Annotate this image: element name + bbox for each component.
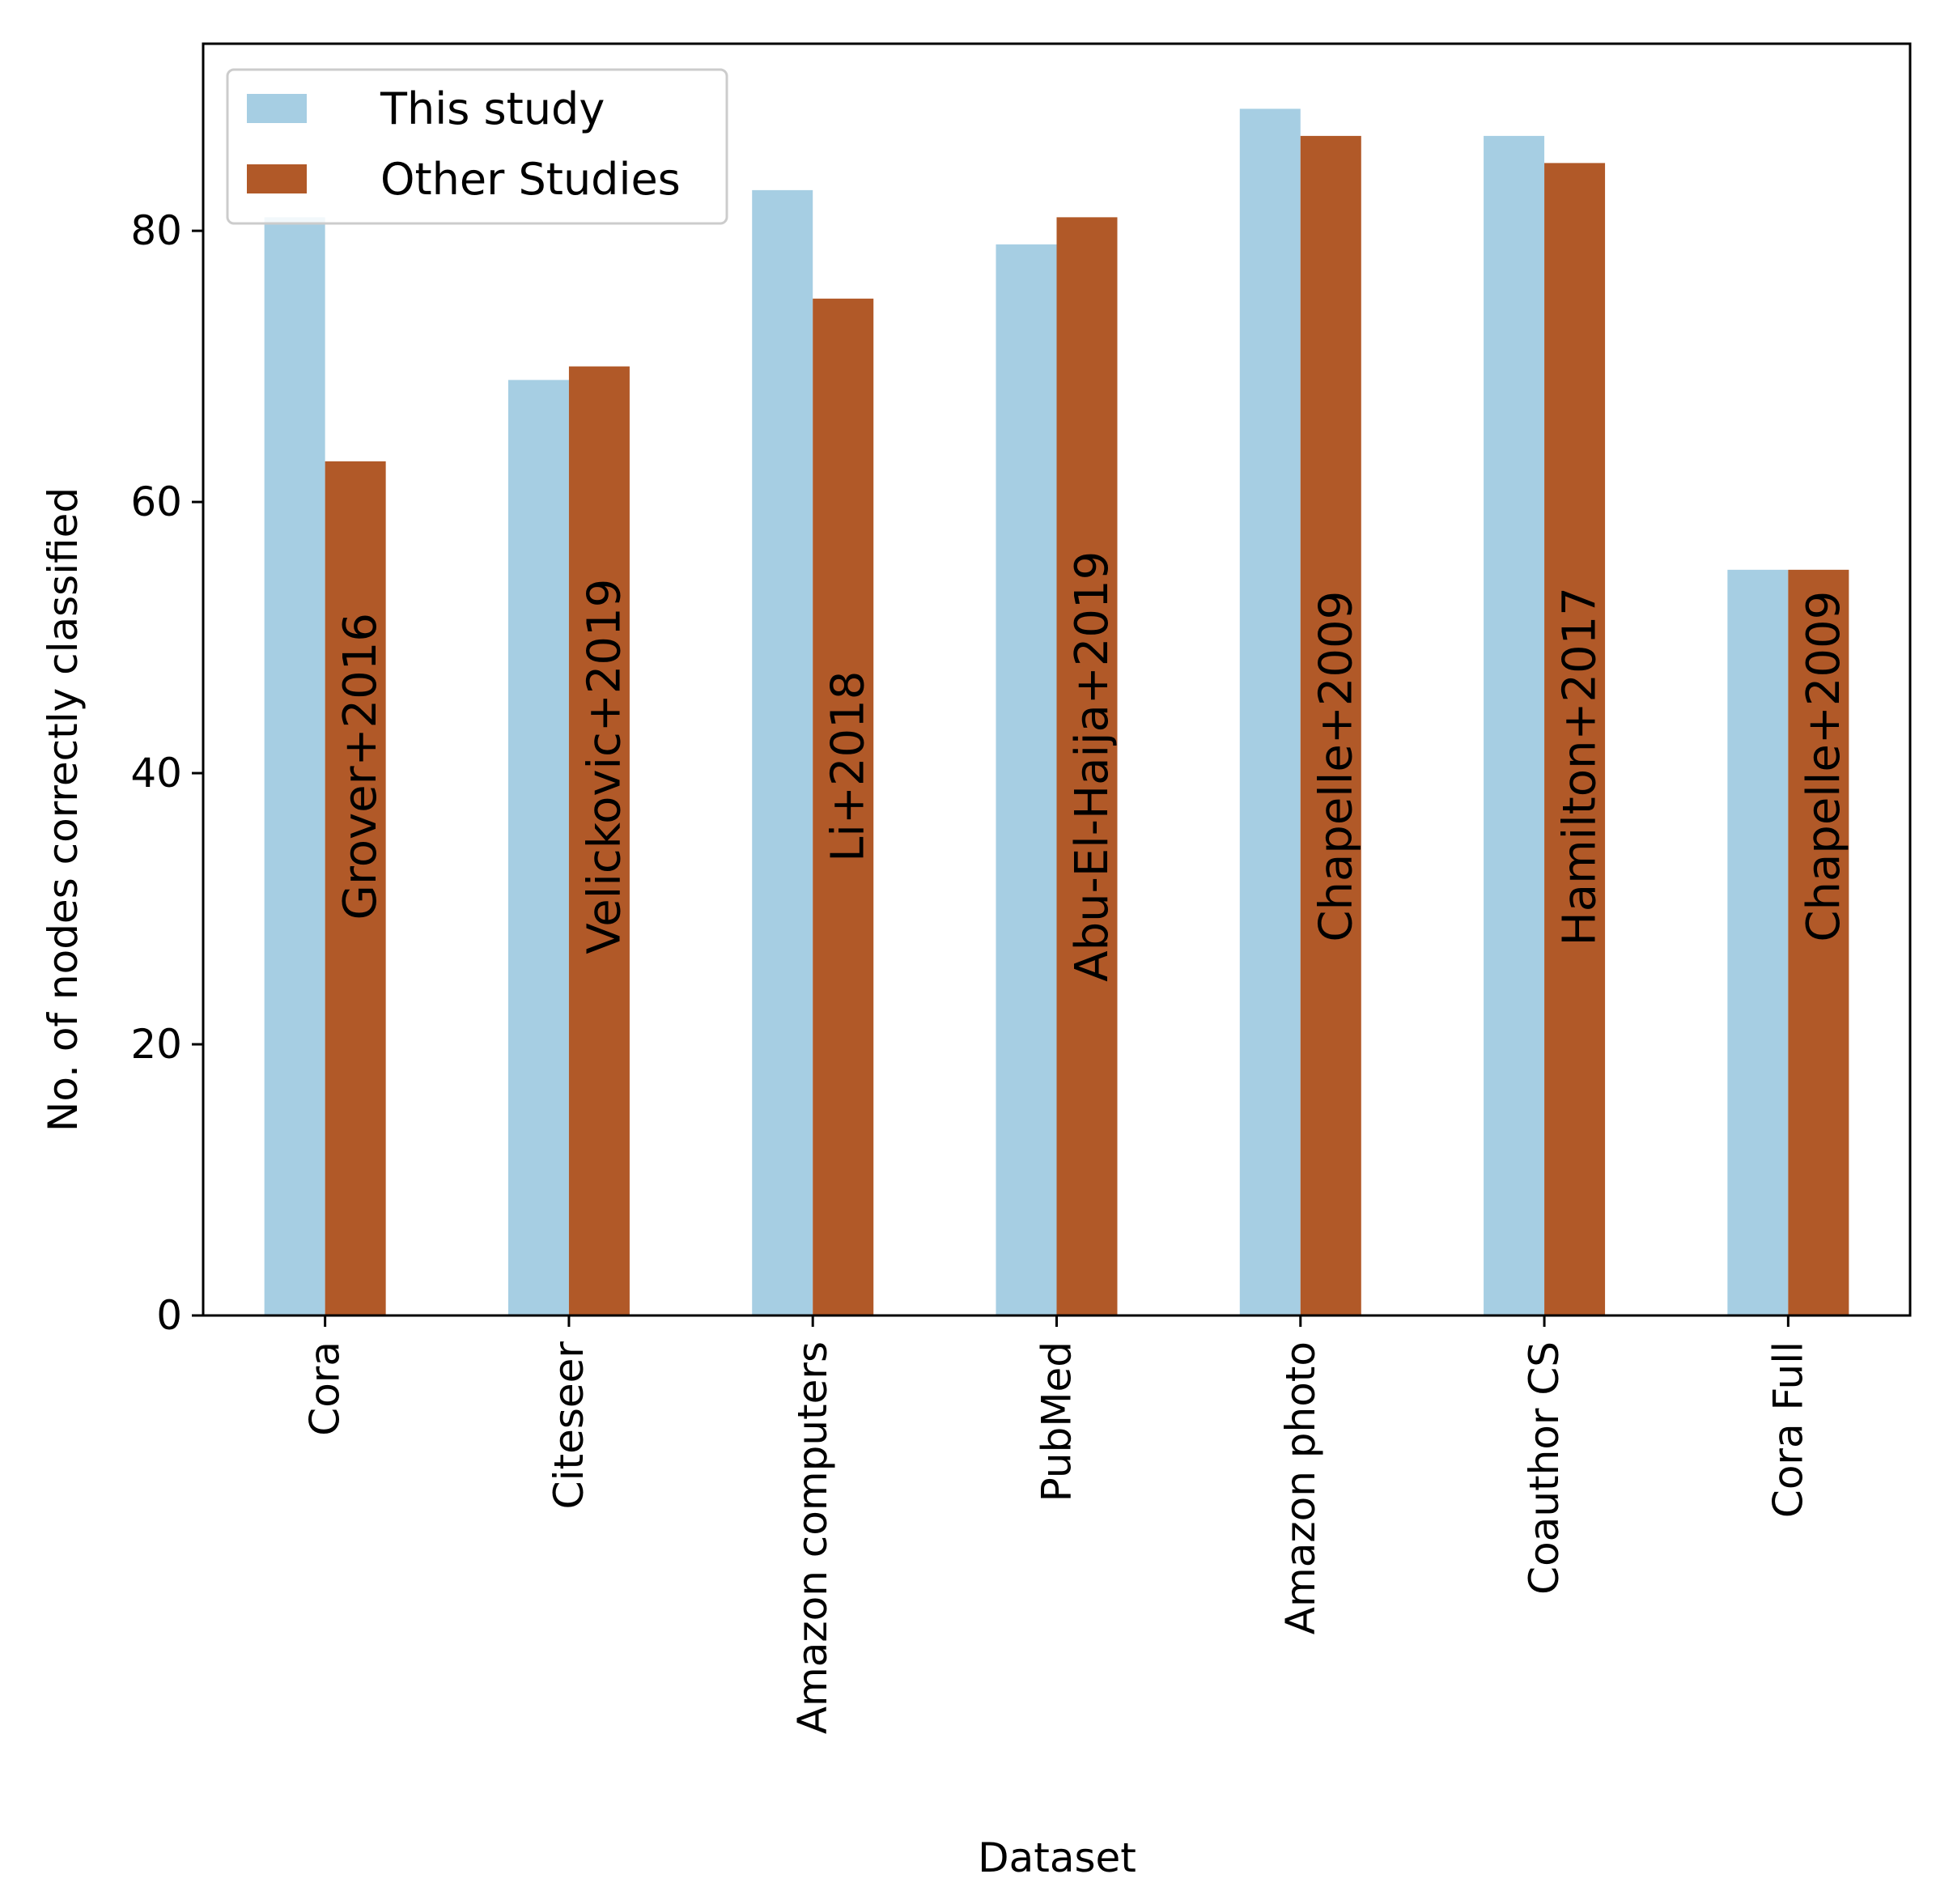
bar-this-study-cora [264,217,325,1315]
legend-box [226,68,728,225]
legend-swatch-other-studies [247,164,307,193]
bar-other-studies-cora-full [1788,569,1849,1315]
bar-this-study-citeseer [507,380,569,1315]
annotation-coauthor-cs: Hamilton+2017 [1554,587,1607,946]
y-tick-label-60: 60 [130,478,182,525]
annotation-amazon-computers: Li+2018 [822,671,875,862]
annotation-amazon-photo: Chapelle+2009 [1310,591,1362,942]
x-tick-label-pubmed: PubMed [1034,1341,1081,1502]
bar-other-studies-amazon-photo [1300,135,1361,1315]
x-tick-label-cora: Cora [302,1341,349,1436]
bar-this-study-coauthor-cs [1484,135,1545,1315]
bar-this-study-amazon-computers [752,189,813,1316]
legend-label-this-study: This study [380,83,605,134]
bar-other-studies-cora [325,461,386,1315]
x-tick-label-cora-full: Cora Full [1764,1341,1811,1518]
x-tick-label-coauthor-cs: Coauthor CS [1521,1341,1568,1595]
y-tick-label-40: 40 [130,750,182,797]
y-axis: 0 20 40 60 80 [130,207,203,1339]
x-tick-label-citeseer: Citeseer [546,1341,592,1510]
bars [264,108,1849,1316]
annotation-pubmed: Abu-El-Haija+2019 [1066,551,1119,982]
bar-other-studies-pubmed [1056,217,1118,1315]
x-axis: Cora Citeseer Amazon computers PubMed Amazon… [302,1315,1811,1734]
x-axis-title: Dataset [978,1834,1136,1881]
bar-other-studies-coauthor-cs [1544,163,1606,1315]
y-tick-label-20: 20 [130,1021,182,1068]
y-tick-label-0: 0 [156,1292,182,1339]
bar-this-study-amazon-photo [1239,108,1301,1315]
legend-swatch-this-study [247,94,307,123]
bar-other-studies-citeseer [568,366,630,1315]
y-tick-label-80: 80 [130,207,182,254]
bar-this-study-cora-full [1727,569,1789,1315]
x-tick-label-amazon-computers: Amazon computers [789,1341,836,1734]
bar-other-studies-amazon-computers [813,298,874,1316]
bar-this-study-pubmed [996,244,1057,1315]
legend: This study Other Studies [226,68,728,225]
y-axis-title: No. of nodes correctly classified [40,487,87,1132]
legend-label-other-studies: Other Studies [380,154,681,205]
bar-annotations: Grover+2016 Velickovic+2019 Li+2018 Abu-El-… [334,551,1850,982]
annotation-cora-full: Chapelle+2009 [1798,591,1850,942]
x-tick-label-amazon-photo: Amazon photo [1277,1341,1324,1634]
annotation-citeseer: Velickovic+2019 [578,579,630,954]
annotation-cora: Grover+2016 [334,613,387,920]
